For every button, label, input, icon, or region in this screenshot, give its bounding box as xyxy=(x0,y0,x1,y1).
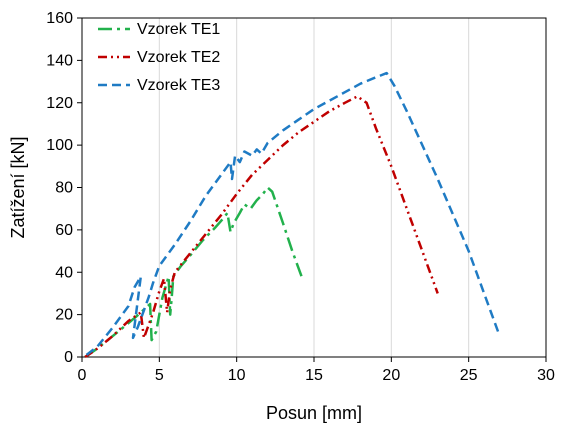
x-tick-label-25: 25 xyxy=(460,367,478,384)
legend: Vzorek TE1 Vzorek TE2 Vzorek TE3 xyxy=(98,21,220,94)
y-tick-label-160: 160 xyxy=(46,10,73,27)
y-tick-label-40: 40 xyxy=(55,264,73,281)
y-tick-label-60: 60 xyxy=(55,222,73,239)
y-tick-label-140: 140 xyxy=(46,52,73,69)
y-tick-label-20: 20 xyxy=(55,307,73,324)
y-axis-title: Zatížení [kN] xyxy=(8,136,28,238)
legend-label-1: Vzorek TE1 xyxy=(137,21,220,38)
x-tick-label-15: 15 xyxy=(305,367,323,384)
legend-label-2: Vzorek TE2 xyxy=(137,49,220,66)
legend-label-3: Vzorek TE3 xyxy=(137,77,220,94)
x-tick-label-5: 5 xyxy=(155,367,164,384)
x-tick-label-20: 20 xyxy=(382,367,400,384)
y-tick-label-100: 100 xyxy=(46,137,73,154)
y-tick-label-120: 120 xyxy=(46,95,73,112)
axis-ticks: 0 5 10 15 20 25 30 0 20 40 60 80 100 120 140 160 xyxy=(46,10,555,384)
x-tick-label-30: 30 xyxy=(537,367,555,384)
x-tick-label-10: 10 xyxy=(228,367,246,384)
series-layer xyxy=(84,71,501,359)
series-line-3 xyxy=(85,71,501,356)
x-axis-title: Posun [mm] xyxy=(266,403,362,423)
series-line-1 xyxy=(84,186,303,359)
x-tick-label-0: 0 xyxy=(78,367,87,384)
series-line-2 xyxy=(84,95,439,359)
y-tick-label-80: 80 xyxy=(55,180,73,197)
y-tick-label-0: 0 xyxy=(64,349,73,366)
